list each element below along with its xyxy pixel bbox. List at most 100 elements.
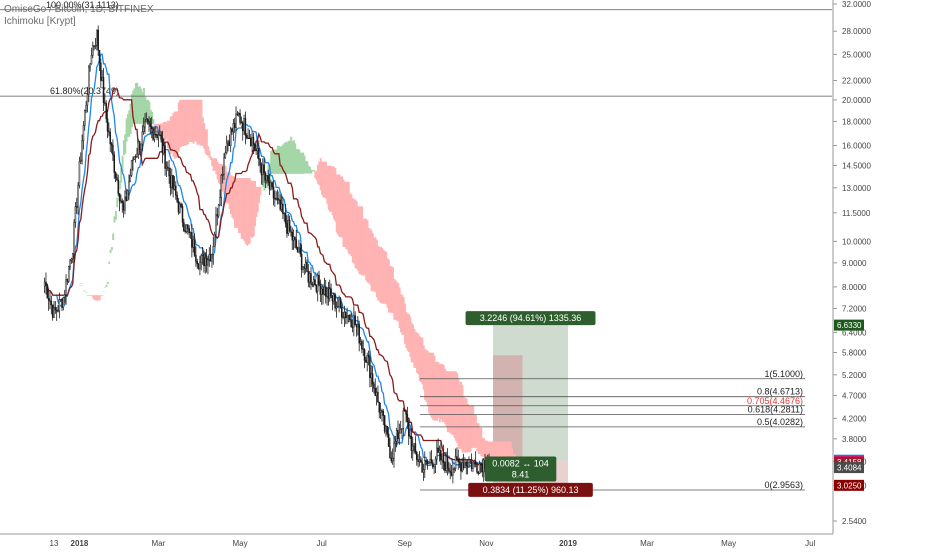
fib-label: 0(2.9563) [764, 480, 803, 490]
cloud-segment [330, 165, 333, 212]
cloud-segment [321, 161, 323, 195]
candle-body [278, 199, 280, 201]
cloud-segment [315, 170, 318, 181]
candle-body [237, 113, 240, 116]
candle-body [298, 247, 300, 253]
candle-body [136, 153, 138, 157]
cloud-segment [317, 164, 319, 184]
candle-body [268, 182, 271, 190]
cloud-segment [422, 345, 425, 390]
cloud-segment [464, 397, 467, 453]
cloud-segment [450, 371, 453, 435]
candle-body [386, 426, 389, 435]
cloud-segment [263, 182, 266, 191]
cloud-segment [349, 193, 352, 255]
candle-body [355, 324, 358, 328]
candle-body [85, 104, 87, 111]
candle-body [98, 49, 101, 64]
candle-body [462, 462, 465, 469]
candle-body [121, 200, 124, 204]
cloud-segment [334, 168, 337, 222]
cloud-segment [389, 266, 392, 313]
cloud-segment [331, 166, 334, 216]
cloud-segment [400, 294, 402, 333]
candle-body [441, 453, 443, 461]
stop-label: 0.3834 (11.25%) 960.13 [483, 485, 579, 495]
cloud-segment [219, 164, 222, 185]
cloud-segment [428, 352, 431, 413]
cloud-segment [84, 290, 87, 292]
candle-body [414, 443, 417, 453]
candle-body [345, 311, 347, 318]
candle-body [405, 411, 407, 415]
candle-body [233, 123, 236, 128]
candle-body [354, 315, 356, 326]
y-tick-label: 8.0000 [842, 283, 867, 292]
cloud-segment [152, 119, 155, 124]
candle-body [203, 253, 205, 267]
candle-body [351, 326, 354, 328]
cloud-segment [503, 441, 506, 462]
cloud-segment [145, 99, 148, 124]
candle-body [196, 261, 198, 265]
candle-body [61, 299, 63, 308]
cloud-segment [258, 186, 261, 204]
candle-body [291, 231, 294, 241]
candle-body [346, 315, 348, 318]
cloud-segment [181, 99, 184, 146]
candle-body [66, 279, 69, 282]
cloud-segment [240, 177, 243, 239]
candle-body [314, 279, 316, 285]
candle-body [235, 113, 237, 128]
candle-body [389, 446, 391, 459]
candle-body [438, 450, 441, 453]
candle-body [260, 164, 263, 176]
candle-body [448, 467, 450, 472]
price-badge-label: 3.0250 [837, 481, 862, 490]
candle-body [267, 175, 269, 183]
candle-body [96, 29, 98, 46]
candle-body [456, 456, 458, 460]
candle-body [422, 469, 425, 473]
candle-body [184, 230, 186, 233]
candle-body [453, 468, 455, 470]
cloud-segment [173, 111, 176, 159]
cloud-segment [105, 284, 108, 287]
cloud-segment [201, 117, 204, 146]
candle-body [294, 236, 296, 240]
candle-body [45, 281, 47, 286]
candle-body [117, 179, 119, 194]
cloud-segment [437, 362, 440, 418]
cloud-segment [465, 398, 468, 453]
cloud-segment [230, 175, 232, 215]
cloud-segment [374, 237, 377, 293]
cloud-segment [488, 441, 491, 462]
cloud-segment [483, 438, 485, 457]
cloud-segment [381, 248, 384, 304]
cloud-segment [254, 181, 257, 227]
candle-body [333, 294, 335, 302]
candle-body [73, 222, 75, 255]
candle-body [436, 447, 438, 460]
cloud-segment [434, 361, 437, 421]
cloud-segment [226, 172, 228, 204]
candle-body [270, 182, 272, 190]
candle-body [88, 66, 90, 95]
cloud-segment [421, 337, 424, 385]
cloud-segment [252, 181, 255, 237]
candle-body [209, 254, 212, 262]
candle-body [263, 164, 265, 174]
cloud-segment [283, 143, 286, 174]
cloud-segment [339, 176, 342, 238]
candle-body [167, 166, 169, 169]
candle-body [152, 128, 154, 140]
cloud-segment [311, 169, 314, 172]
candle-body [442, 453, 445, 463]
fib-label: 100.00%(31.1113) [46, 0, 119, 10]
x-tick-label: Mar [640, 539, 654, 548]
fib-label: 61.80%(20.3749) [50, 86, 119, 96]
candle-body [406, 414, 409, 423]
cloud-segment [238, 177, 240, 233]
